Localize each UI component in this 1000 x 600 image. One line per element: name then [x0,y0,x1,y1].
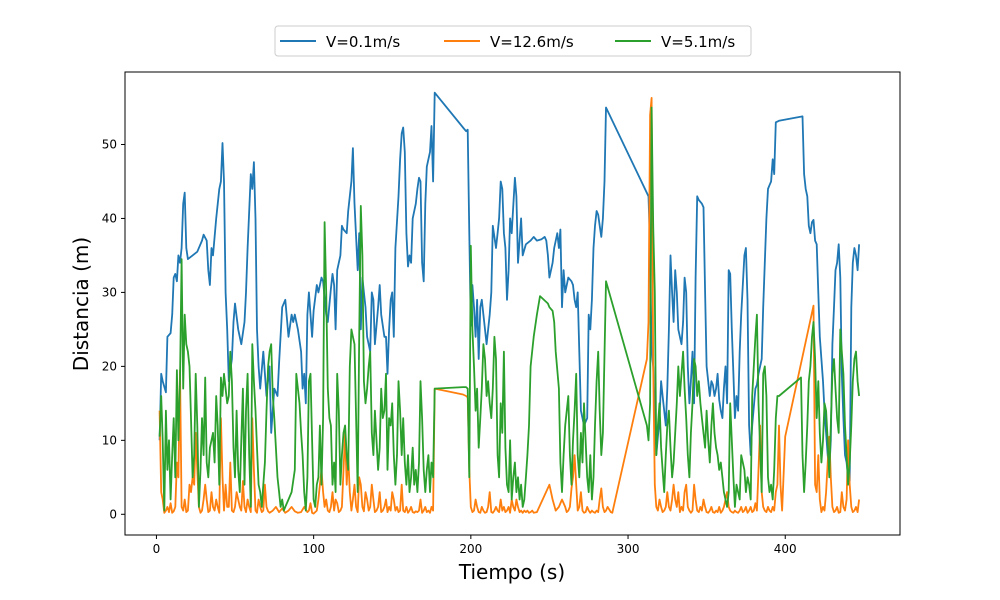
series-line-2 [158,97,860,515]
x-tick-label: 0 [153,542,161,556]
y-tick-label: 20 [102,359,117,373]
legend-box [274,25,752,57]
y-axis: 0 10 20 30 40 50 [102,137,125,521]
x-tick-label: 100 [302,542,325,556]
legend-label-3: V=5.1m/s [661,33,735,51]
y-tick-label: 50 [102,137,117,151]
legend: V=0.1m/s V=12.6m/s V=5.1m/s [274,25,752,57]
plot-frame [124,71,901,536]
legend-items: V=0.1m/s V=12.6m/s V=5.1m/s [280,33,735,51]
y-axis-label: Distancia (m) [69,237,93,371]
x-axis-label: Tiempo (s) [458,560,565,584]
legend-label-2: V=12.6m/s [490,33,574,51]
legend-label-1: V=0.1m/s [326,33,400,51]
x-tick-label: 200 [459,542,482,556]
y-tick-label: 10 [102,433,117,447]
series-line-3 [158,106,860,512]
x-tick-label: 300 [617,542,640,556]
y-tick-label: 40 [102,211,117,225]
y-tick-label: 0 [109,507,117,521]
x-axis: 0 100 200 300 400 [153,535,797,556]
y-tick-label: 30 [102,285,117,299]
series-line-1 [158,91,860,482]
x-tick-label: 400 [774,542,797,556]
series-layer [158,91,860,515]
